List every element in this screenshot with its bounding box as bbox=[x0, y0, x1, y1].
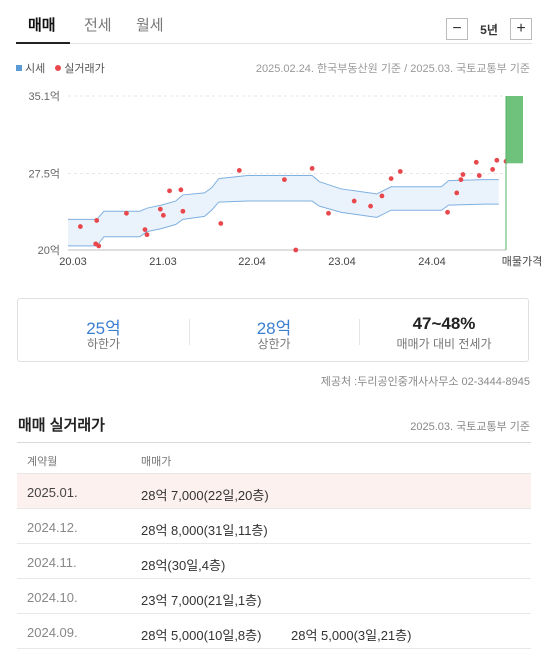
transaction-point bbox=[351, 198, 357, 204]
market-price-legend-label: 시세 bbox=[25, 63, 46, 75]
x-tick-label: 21.03 bbox=[149, 256, 177, 268]
table-row[interactable]: 2024.10. 23억 7,000(21일,1층) bbox=[17, 579, 531, 614]
transaction-point bbox=[93, 241, 99, 247]
transactions-source-date: 2025.03. 국토교통부 기준 bbox=[410, 421, 530, 433]
period-increase-button[interactable]: + bbox=[510, 18, 532, 40]
market-price-legend-swatch bbox=[16, 65, 22, 71]
data-provider: 제공처 :두리공인중개사사무소 02-3444-8945 bbox=[320, 376, 530, 388]
high-price-value: 28억 bbox=[256, 319, 292, 338]
transaction-point bbox=[157, 206, 163, 212]
transaction-point bbox=[494, 157, 500, 163]
transaction-point bbox=[458, 177, 464, 183]
transaction-point bbox=[445, 209, 450, 215]
y-tick-label: 20억 bbox=[38, 244, 60, 257]
actual-price-legend-swatch bbox=[55, 65, 62, 71]
table-row[interactable]: 2024.09. 28억 5,000(10일,8층) 28억 5,000(3일,… bbox=[17, 614, 531, 649]
transaction-point bbox=[454, 190, 460, 196]
transaction-point bbox=[142, 227, 148, 233]
transactions-table: 계약월 매매가 2025.01. 28억 7,000(22일,20층) 2024… bbox=[17, 442, 531, 649]
transaction-point bbox=[368, 203, 373, 209]
price-summary: 25억 하한가 28억 상한가 47~48% 매매가 대비 전세가 bbox=[17, 298, 529, 362]
jeonse-ratio-value: 47~48% bbox=[412, 314, 476, 333]
jeonse-ratio-label: 매매가 대비 전세가 bbox=[396, 337, 492, 351]
contract-month: 2025.01. bbox=[27, 485, 78, 500]
high-price-stat: 28억 상한가 bbox=[189, 299, 359, 361]
sale-price-secondary: 28억 5,000(3일,21층) bbox=[291, 628, 412, 643]
contract-month: 2024.10. bbox=[27, 590, 78, 605]
transaction-point bbox=[77, 224, 83, 229]
table-row[interactable]: 2024.11. 28억(30일,4층) bbox=[17, 544, 531, 579]
listing-price-label: 매물가격 bbox=[502, 255, 542, 268]
contract-month: 2024.09. bbox=[27, 625, 78, 640]
transaction-point bbox=[490, 167, 496, 172]
transaction-point bbox=[94, 218, 100, 223]
sale-price: 28억 5,000(10일,8층) bbox=[141, 628, 262, 643]
active-tab-indicator bbox=[16, 42, 70, 44]
table-row[interactable]: 2024.12. 28억 8,000(31일,11층) bbox=[17, 509, 531, 544]
transaction-point bbox=[379, 193, 385, 199]
tab-monthly-rent[interactable]: 월세 bbox=[136, 17, 164, 34]
contract-month: 2024.11. bbox=[27, 555, 77, 570]
transaction-point bbox=[388, 176, 394, 182]
low-price-value: 25억 bbox=[86, 319, 121, 338]
transaction-point bbox=[160, 212, 166, 218]
divider bbox=[359, 319, 360, 345]
table-row[interactable]: 2025.01. 28억 7,000(22일,20층) bbox=[17, 474, 531, 509]
transaction-point bbox=[473, 159, 479, 165]
chart-legend: 시세 실거래가 bbox=[16, 60, 105, 76]
transaction-point bbox=[476, 173, 482, 178]
jeonse-ratio-stat: 47~48% 매매가 대비 전세가 bbox=[359, 299, 529, 361]
actual-price-legend-label: 실거래가 bbox=[64, 63, 105, 75]
transaction-point bbox=[236, 168, 242, 173]
period-decrease-button[interactable]: − bbox=[446, 18, 468, 40]
tab-sale[interactable]: 매매 bbox=[28, 17, 56, 34]
transactions-title: 매매 실거래가 bbox=[18, 417, 105, 434]
transaction-point bbox=[293, 247, 299, 253]
sale-price: 23억 7,000(21일,1층) bbox=[141, 593, 262, 608]
chart-source: 2025.02.24. 한국부동산원 기준 / 2025.03. 국토교통부 기… bbox=[255, 63, 530, 75]
transaction-point bbox=[282, 177, 287, 183]
market-high-line bbox=[68, 175, 499, 220]
contract-month: 2024.12. bbox=[27, 520, 78, 535]
market-low-line bbox=[68, 200, 499, 247]
transaction-point bbox=[178, 187, 184, 193]
transaction-point bbox=[167, 188, 172, 194]
transaction-point bbox=[397, 169, 403, 174]
deal-type-tabs: 매매 전세 월세 bbox=[16, 0, 532, 44]
low-price-stat: 25억 하한가 bbox=[18, 299, 189, 361]
listing-price-range-bar bbox=[506, 96, 523, 164]
y-tick-label: 35.1억 bbox=[28, 90, 60, 103]
table-header: 계약월 매매가 bbox=[17, 442, 531, 474]
y-tick-label: 27.5억 bbox=[28, 168, 60, 181]
period-selector: − 5년 + bbox=[446, 18, 532, 40]
market-price-band bbox=[68, 175, 499, 246]
tab-jeonse[interactable]: 전세 bbox=[84, 17, 112, 34]
sale-price: 28억 8,000(31일,11층) bbox=[141, 523, 268, 538]
transaction-point bbox=[218, 221, 224, 226]
transaction-point bbox=[309, 166, 315, 171]
sale-price: 28억 7,000(22일,20층) bbox=[141, 488, 269, 503]
transaction-point bbox=[326, 210, 331, 216]
sale-price-header: 매매가 bbox=[141, 456, 172, 468]
low-price-label: 하한가 bbox=[86, 337, 121, 351]
divider bbox=[189, 319, 190, 345]
transaction-point bbox=[460, 172, 466, 177]
period-label: 5년 bbox=[480, 22, 498, 37]
x-tick-label: 24.04 bbox=[418, 256, 446, 268]
x-tick-label: 23.04 bbox=[328, 256, 356, 268]
x-tick-label: 22.04 bbox=[238, 256, 266, 268]
high-price-label: 상한가 bbox=[257, 337, 291, 351]
sale-price: 28억(30일,4층) bbox=[141, 558, 226, 573]
contract-month-header: 계약월 bbox=[27, 456, 58, 468]
transaction-point bbox=[124, 210, 129, 216]
transaction-point bbox=[144, 232, 150, 238]
transaction-point bbox=[180, 208, 186, 214]
x-tick-label: 20.03 bbox=[59, 256, 87, 268]
